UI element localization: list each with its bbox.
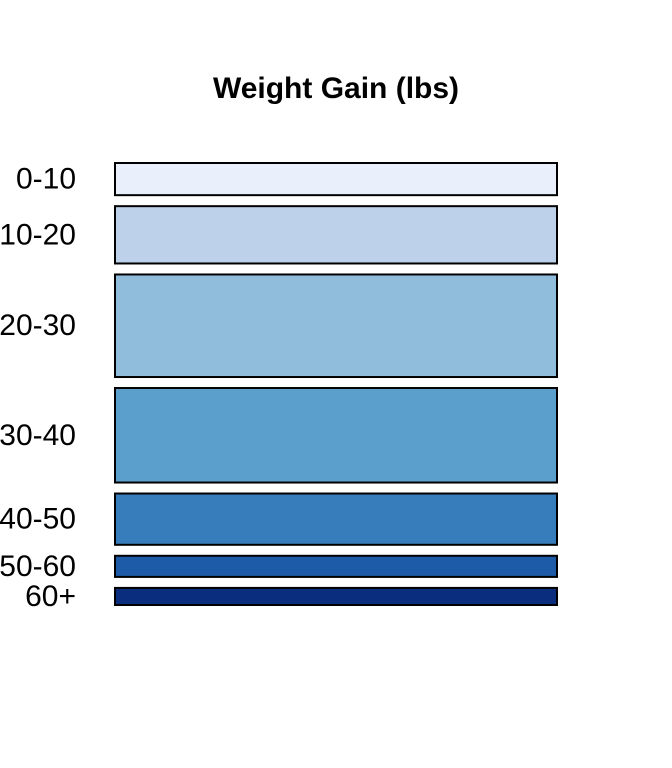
bar-0 bbox=[114, 162, 558, 197]
category-label-2: 20-30 bbox=[0, 309, 76, 342]
chart-title: Weight Gain (lbs) bbox=[213, 72, 459, 105]
bar-4 bbox=[114, 492, 558, 546]
bar-5 bbox=[114, 554, 558, 578]
category-label-4: 40-50 bbox=[0, 503, 76, 536]
bar-3 bbox=[114, 387, 558, 484]
bar-1 bbox=[114, 205, 558, 265]
bar-2 bbox=[114, 273, 558, 379]
category-label-3: 30-40 bbox=[0, 419, 76, 452]
category-label-6: 60+ bbox=[25, 580, 76, 613]
category-label-0: 0-10 bbox=[16, 163, 76, 196]
category-label-5: 50-60 bbox=[0, 550, 76, 583]
category-label-1: 10-20 bbox=[0, 218, 76, 251]
bar-6 bbox=[114, 586, 558, 607]
bars-group bbox=[114, 162, 558, 607]
